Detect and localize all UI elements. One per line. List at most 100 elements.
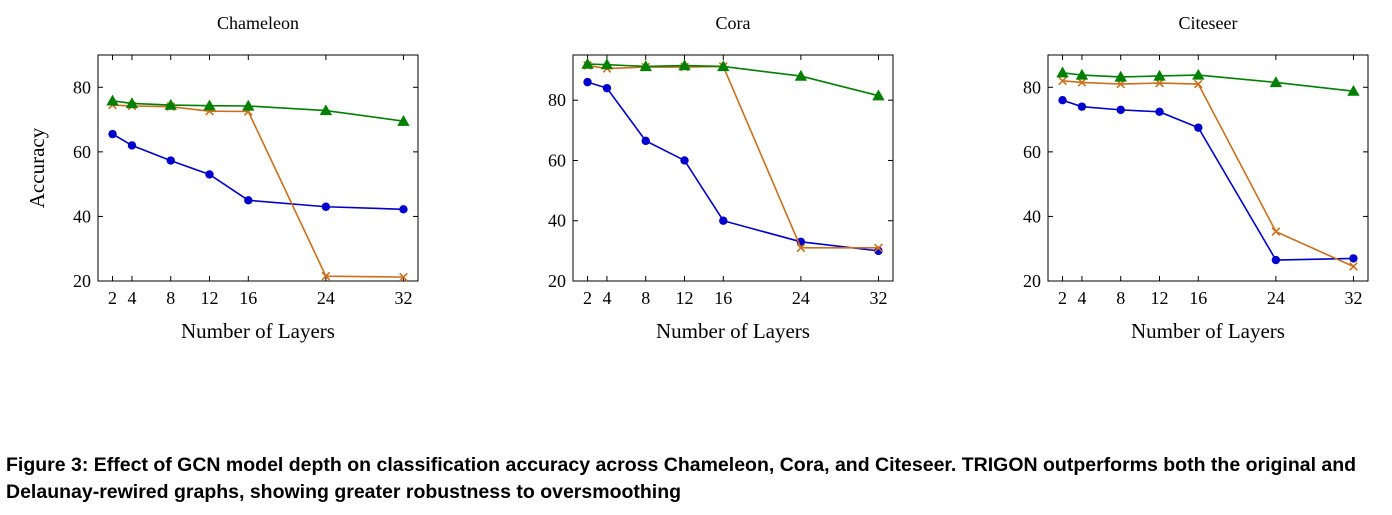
data-point-original-graph (205, 170, 214, 179)
data-point-trigon (794, 69, 808, 81)
x-tick-label: 2 (1058, 288, 1067, 308)
y-tick-label: 20 (1023, 271, 1041, 291)
data-point-trigon (1269, 76, 1283, 88)
y-axis-label: Accuracy (25, 127, 49, 208)
data-point-delaunay-triangulation (1058, 76, 1067, 86)
data-point-trigon (600, 58, 614, 70)
x-tick-label: 8 (1116, 288, 1125, 308)
data-point-original-graph (1077, 102, 1087, 111)
x-tick-label: 16 (239, 288, 257, 308)
legend-label: TRIGON (957, 388, 1021, 390)
series-line-delaunay-triangulation (587, 64, 879, 249)
chart-title: Cora (716, 13, 751, 33)
data-point-original-graph (602, 83, 612, 93)
legend-item-delaunay-triangulation: Delaunay Triangulation (660, 388, 822, 390)
data-point-original-graph (108, 129, 117, 139)
data-point-original-graph (1349, 254, 1358, 263)
data-point-trigon (106, 94, 119, 106)
data-point-trigon (203, 99, 216, 111)
series-line-original-graph (112, 133, 404, 211)
data-point-original-graph (1155, 107, 1164, 117)
axes-frame (1047, 54, 1369, 282)
data-point-delaunay-triangulation (1271, 227, 1281, 236)
x-tick-label: 2 (108, 288, 117, 308)
data-point-original-graph (399, 205, 408, 214)
x-tick-label: 32 (869, 288, 887, 308)
panel-citeseer: Citeseer 20 40 60 80 2 4 8 12 16 24 32 Number of Lay… (1023, 13, 1369, 343)
y-tick-label: 80 (1023, 77, 1041, 97)
series-line-original-graph (587, 81, 879, 252)
data-point-delaunay-triangulation (874, 243, 883, 253)
data-point-trigon (1347, 84, 1360, 96)
chart-title: Citeseer (1179, 13, 1238, 33)
y-tick-label: 80 (73, 77, 91, 97)
data-point-delaunay-triangulation (1077, 78, 1087, 87)
figure-caption: Figure 3: Effect of GCN model depth on c… (6, 454, 1357, 503)
legend-item-original-graph: Original Graph (435, 388, 539, 390)
data-point-delaunay-triangulation (321, 271, 331, 281)
chart-title: Chameleon (217, 13, 299, 33)
y-tick-label: 40 (73, 206, 91, 226)
data-point-original-graph (321, 202, 331, 211)
x-tick-label: 4 (1077, 288, 1086, 308)
x-tick-label: 4 (602, 288, 611, 308)
data-point-trigon (1153, 69, 1166, 81)
axes-frame (572, 54, 894, 282)
data-point-original-graph (127, 141, 137, 150)
data-point-original-graph (583, 77, 592, 87)
x-tick-label: 2 (583, 288, 592, 308)
data-point-original-graph (680, 156, 689, 165)
x-tick-label: 8 (166, 288, 175, 308)
data-point-original-graph (1058, 96, 1067, 105)
data-point-original-graph (641, 136, 650, 146)
y-tick-label: 60 (548, 150, 566, 170)
x-tick-label: 24 (1267, 288, 1285, 308)
data-point-trigon (639, 60, 652, 72)
x-tick-label: 32 (1344, 288, 1362, 308)
data-point-delaunay-triangulation (399, 272, 408, 282)
y-tick-label: 40 (548, 211, 566, 231)
data-point-trigon (242, 99, 255, 111)
x-axis-label: Number of Layers (656, 319, 810, 343)
data-point-original-graph (1116, 105, 1125, 115)
panel-chameleon: Chameleon 20 40 60 80 2 4 8 12 16 24 32 Number of La… (25, 13, 419, 343)
data-point-trigon (678, 59, 691, 71)
x-axis-label: Number of Layers (1131, 319, 1285, 343)
x-tick-label: 12 (201, 288, 219, 308)
series-line-trigon (112, 100, 404, 122)
x-tick-label: 12 (1151, 288, 1169, 308)
series-line-trigon (1062, 71, 1354, 92)
data-point-original-graph (874, 246, 883, 256)
y-tick-label: 20 (548, 271, 566, 291)
series-line-delaunay-triangulation (112, 104, 404, 278)
data-point-trigon (1056, 66, 1069, 78)
legend-label: Delaunay Triangulation (660, 388, 822, 390)
data-point-trigon (319, 104, 333, 116)
data-point-trigon (1114, 70, 1127, 82)
x-tick-label: 8 (641, 288, 650, 308)
x-tick-label: 16 (1189, 288, 1207, 308)
data-point-trigon (717, 60, 730, 72)
y-tick-label: 40 (1023, 206, 1041, 226)
data-point-trigon (397, 114, 410, 126)
y-tick-label: 80 (548, 90, 566, 110)
data-point-original-graph (244, 196, 253, 205)
x-axis-label: Number of Layers (181, 319, 335, 343)
panel-cora: Cora 20 40 60 80 2 4 8 12 16 24 32 Number of Layers (548, 13, 894, 343)
data-point-delaunay-triangulation (796, 243, 806, 253)
data-point-trigon (1192, 68, 1205, 80)
y-tick-label: 60 (73, 142, 91, 162)
data-point-original-graph (1271, 255, 1281, 265)
data-point-trigon (125, 97, 139, 109)
data-point-trigon (1075, 68, 1089, 80)
data-point-delaunay-triangulation (1349, 262, 1358, 271)
data-point-original-graph (166, 156, 175, 165)
data-point-original-graph (1194, 123, 1203, 132)
legend-label: Original Graph (435, 388, 539, 390)
x-tick-label: 12 (676, 288, 694, 308)
data-point-trigon (872, 89, 885, 101)
series-line-original-graph (1062, 99, 1354, 261)
legend: Original Graph Delaunay Triangulation TRIG… (435, 388, 1021, 390)
y-tick-label: 20 (73, 271, 91, 291)
